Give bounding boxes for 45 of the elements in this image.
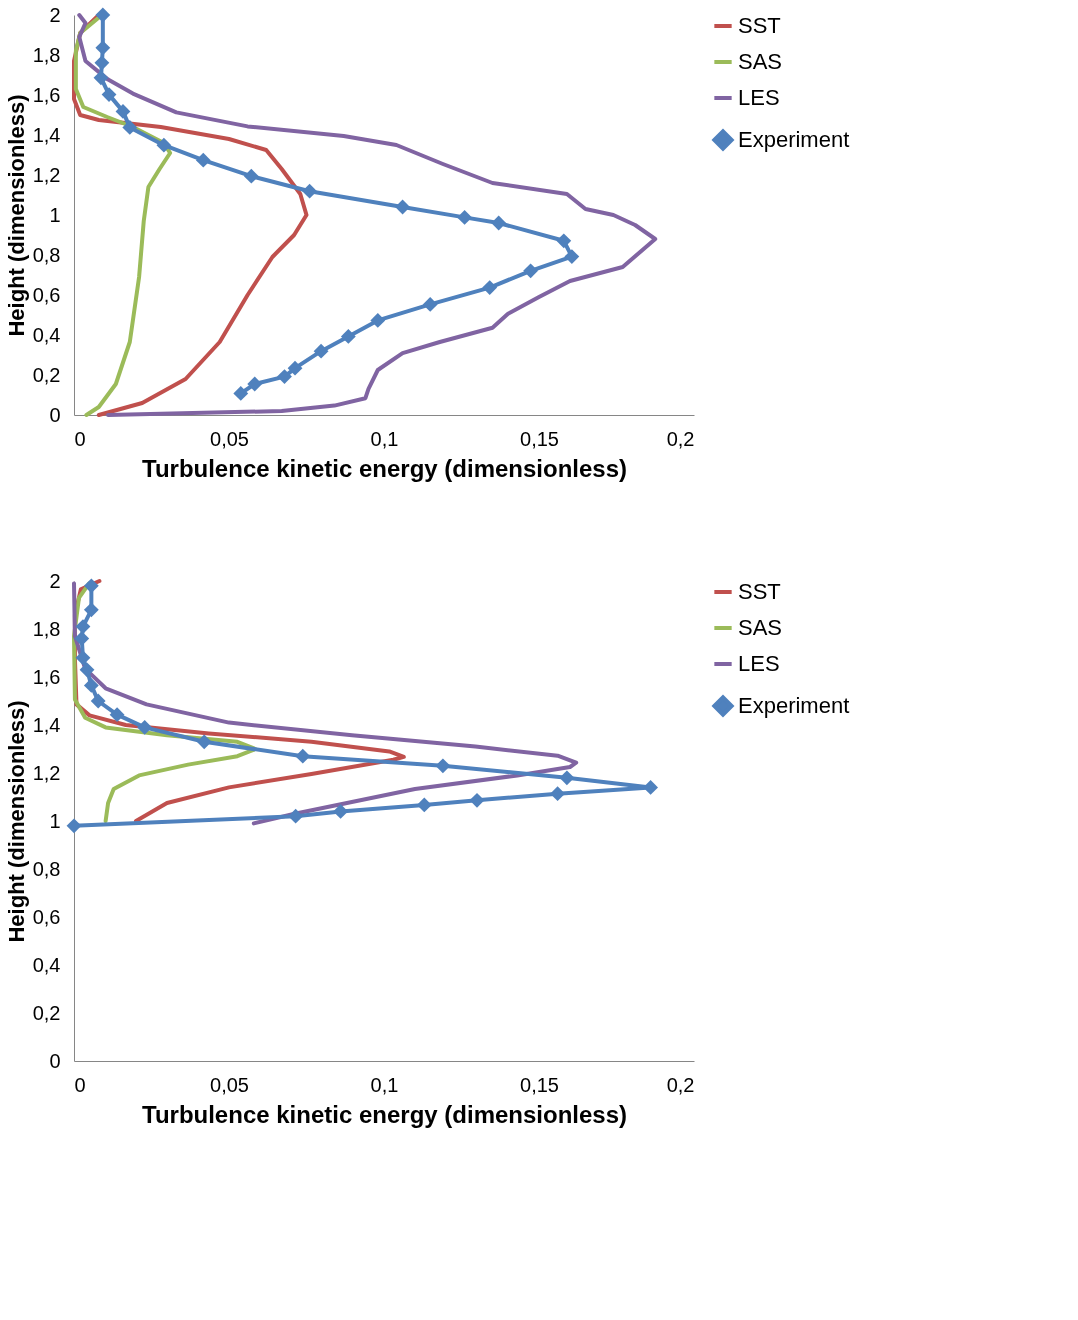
y-tick-label: 1,8	[32, 617, 61, 640]
legend-label: Experiment	[738, 127, 850, 152]
y-tick-label: 0,4	[32, 953, 61, 976]
y-tick-label: 0,8	[32, 243, 61, 266]
x-tick-label: 0,1	[370, 1073, 399, 1096]
y-tick-label: 2	[49, 569, 61, 592]
x-axis-title: Turbulence kinetic energy (dimensionless)	[141, 1100, 628, 1128]
y-tick-label: 0	[49, 1049, 61, 1072]
legend-label: SST	[738, 13, 781, 38]
y-tick-label: 0,6	[32, 905, 61, 928]
y-tick-label: 1,6	[32, 665, 61, 688]
x-tick-label: 0,05	[210, 427, 249, 450]
x-tick-label: 0,1	[370, 427, 399, 450]
y-tick-label: 0,4	[32, 323, 61, 346]
y-tick-label: 1,8	[32, 43, 61, 66]
y-tick-label: 0,8	[32, 857, 61, 880]
y-tick-label: 1,2	[32, 761, 61, 784]
y-axis-title: Height (dimensionless)	[3, 94, 29, 337]
legend-label: SAS	[738, 615, 783, 640]
legend-label: LES	[738, 651, 780, 676]
y-tick-label: 1	[49, 809, 61, 832]
x-tick-label: 0	[74, 1073, 86, 1096]
line-series	[72, 581, 579, 826]
x-tick-label: 0,2	[666, 427, 695, 450]
y-tick-label: 1,6	[32, 83, 61, 106]
legend-label: LES	[738, 85, 780, 110]
y-tick-label: 1,4	[32, 123, 61, 146]
x-tick-label: 0,05	[210, 1073, 249, 1096]
x-tick-label: 0,2	[666, 1073, 695, 1096]
y-tick-label: 0	[49, 403, 61, 426]
legend-label: Experiment	[738, 693, 850, 718]
legend-label: SST	[738, 579, 781, 604]
y-tick-label: 2	[49, 3, 61, 26]
x-tick-label: 0,15	[520, 1073, 559, 1096]
y-tick-label: 1,4	[32, 713, 61, 736]
y-tick-label: 1	[49, 203, 61, 226]
x-tick-label: 0	[74, 427, 86, 450]
x-axis-title: Turbulence kinetic energy (dimensionless)	[141, 454, 628, 482]
y-axis-title: Height (dimensionless)	[3, 700, 29, 943]
y-tick-label: 0,6	[32, 283, 61, 306]
x-tick-label: 0,15	[520, 427, 559, 450]
y-tick-label: 0,2	[32, 363, 61, 386]
legend-label: SAS	[738, 49, 783, 74]
y-tick-label: 1,2	[32, 163, 61, 186]
y-tick-label: 0,2	[32, 1001, 61, 1024]
